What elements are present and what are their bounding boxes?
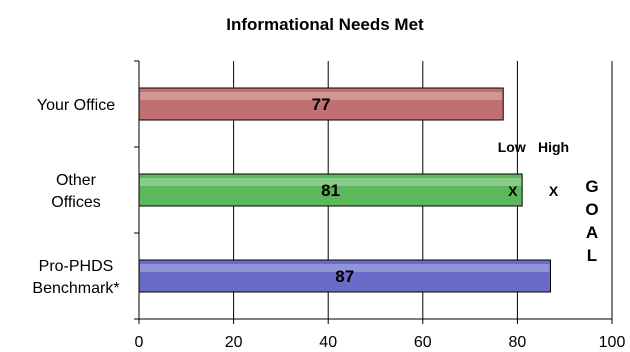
bar [138,87,504,121]
bar-highlight [140,178,522,186]
goal-high-label: High [538,139,569,155]
goal-letter: G [585,177,598,196]
category-label: Your Office [37,97,115,114]
goal-low-marker: X [508,183,518,199]
x-tick-label: 60 [414,334,432,351]
category-label: Pro-PHDS [39,258,114,275]
bar-value-label: 77 [312,95,331,114]
category-label: Benchmark* [32,280,119,297]
category-label: Offices [51,194,101,211]
goal-high-marker: X [549,183,559,199]
goal-letter: L [587,246,597,265]
x-tick-label: 20 [225,334,243,351]
x-tick-label: 100 [599,334,626,351]
chart-title: Informational Needs Met [226,15,424,34]
axis-layer: 0 20 40 60 80 100 Your Office Other Offices Pro-P… [32,60,626,351]
x-tick-label: 0 [135,334,144,351]
bar-highlight [140,264,550,272]
goal-low-label: Low [498,139,526,155]
bar [138,173,523,207]
bar-value-label: 81 [321,181,340,200]
goal-letter: A [586,223,598,242]
goal-letter: O [585,200,598,219]
category-label: Other [56,172,97,189]
x-tick-label: 80 [509,334,527,351]
bar-highlight [140,92,503,100]
bar-layer: 77 81 87 [138,87,552,293]
x-tick-label: 40 [319,334,337,351]
bar-value-label: 87 [335,267,354,286]
